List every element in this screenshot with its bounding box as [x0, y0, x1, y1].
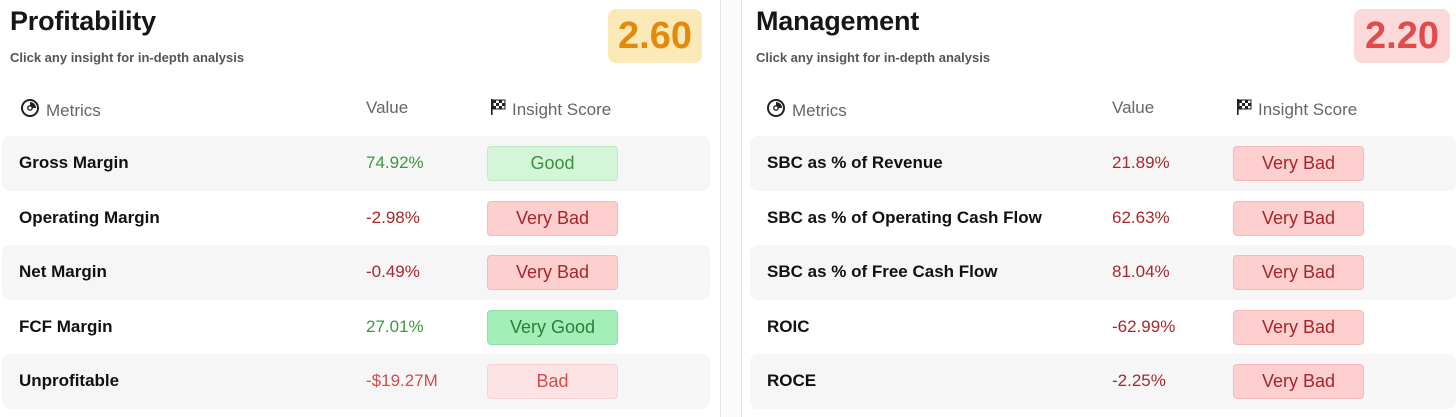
insight-badge[interactable]: Very Bad	[1233, 200, 1364, 236]
metric-name: SBC as % of Revenue	[767, 153, 943, 172]
table-row[interactable]: Unprofitable -$19.27M Bad	[2, 354, 710, 409]
header-insight: Insight Score	[490, 98, 611, 121]
metric-name: Unprofitable	[19, 371, 120, 390]
header-metrics: Metrics	[20, 98, 101, 123]
gauge-icon	[20, 98, 40, 123]
panel-divider	[720, 0, 742, 417]
insight-badge[interactable]: Very Bad	[1233, 309, 1364, 345]
metric-value: 81.04%	[1112, 262, 1170, 281]
metric-value: 74.92%	[366, 153, 424, 172]
metric-name: FCF Margin	[19, 316, 113, 336]
insight-badge[interactable]: Bad	[487, 364, 618, 399]
panel-subtitle: Click any insight for in-depth analysis	[756, 50, 991, 65]
header-value: Value	[366, 98, 409, 117]
panel-subtitle: Click any insight for in-depth analysis	[10, 50, 245, 65]
metric-value: -$19.27M	[366, 371, 438, 390]
header-metrics-label: Metrics	[46, 100, 101, 120]
table-row[interactable]: SBC as % of Revenue 21.89% Very Bad	[750, 136, 1456, 191]
gauge-icon	[766, 98, 786, 123]
metric-name: ROIC	[767, 316, 810, 336]
insight-badge[interactable]: Very Bad	[487, 200, 618, 236]
insight-badge[interactable]: Very Good	[487, 309, 618, 345]
metric-name: SBC as % of Free Cash Flow	[767, 262, 998, 281]
profitability-panel: Profitability Click any insight for in-d…	[0, 0, 718, 417]
table-row[interactable]: Operating Margin -2.98% Very Bad	[2, 191, 710, 246]
insight-badge[interactable]: Very Bad	[1233, 255, 1364, 290]
metric-value: 62.63%	[1112, 207, 1170, 227]
metric-name: Gross Margin	[19, 153, 129, 172]
metric-value: -62.99%	[1112, 316, 1176, 336]
checkered-flag-icon	[1236, 98, 1252, 121]
insight-badge[interactable]: Very Bad	[487, 255, 618, 290]
metric-name: ROCE	[767, 371, 817, 390]
panel-title: Management	[756, 6, 920, 36]
table-row[interactable]: ROCE -2.25% Very Bad	[750, 354, 1456, 409]
metric-value: -2.25%	[1112, 371, 1166, 390]
table-row[interactable]: SBC as % of Operating Cash Flow 62.63% V…	[750, 191, 1456, 246]
metric-value: 27.01%	[366, 316, 424, 336]
table-row[interactable]: Gross Margin 74.92% Good	[2, 136, 710, 191]
table-row[interactable]: ROIC -62.99% Very Bad	[750, 300, 1456, 355]
insight-badge[interactable]: Very Bad	[1233, 364, 1364, 399]
insight-badge[interactable]: Good	[487, 146, 618, 181]
insight-badge[interactable]: Very Bad	[1233, 146, 1364, 181]
header-insight-label: Insight Score	[512, 99, 612, 119]
table-row[interactable]: SBC as % of Free Cash Flow 81.04% Very B…	[750, 245, 1456, 300]
table-header: Metrics Value Insight Score	[746, 94, 1456, 124]
table-row[interactable]: Net Margin -0.49% Very Bad	[2, 245, 710, 300]
table-row[interactable]: FCF Margin 27.01% Very Good	[2, 300, 710, 355]
header-insight-label: Insight Score	[1258, 99, 1358, 119]
metric-value: -2.98%	[366, 207, 420, 227]
metric-name: SBC as % of Operating Cash Flow	[767, 207, 1042, 227]
metric-value: 21.89%	[1112, 153, 1170, 172]
header-metrics-label: Metrics	[792, 100, 847, 120]
panel-title: Profitability	[10, 6, 156, 36]
score-badge: 2.20	[1354, 9, 1450, 63]
checkered-flag-icon	[490, 98, 506, 121]
table-header: Metrics Value Insight Score	[0, 94, 718, 124]
metric-name: Operating Margin	[19, 207, 160, 227]
metric-value: -0.49%	[366, 262, 420, 281]
header-insight: Insight Score	[1236, 98, 1357, 121]
management-panel: Management Click any insight for in-dept…	[746, 0, 1456, 417]
header-value: Value	[1112, 98, 1155, 117]
metric-name: Net Margin	[19, 262, 107, 281]
metrics-table: SBC as % of Revenue 21.89% Very Bad SBC …	[746, 136, 1456, 409]
metrics-table: Gross Margin 74.92% Good Operating Margi…	[0, 136, 718, 409]
score-badge: 2.60	[608, 9, 702, 63]
header-metrics: Metrics	[766, 98, 847, 123]
